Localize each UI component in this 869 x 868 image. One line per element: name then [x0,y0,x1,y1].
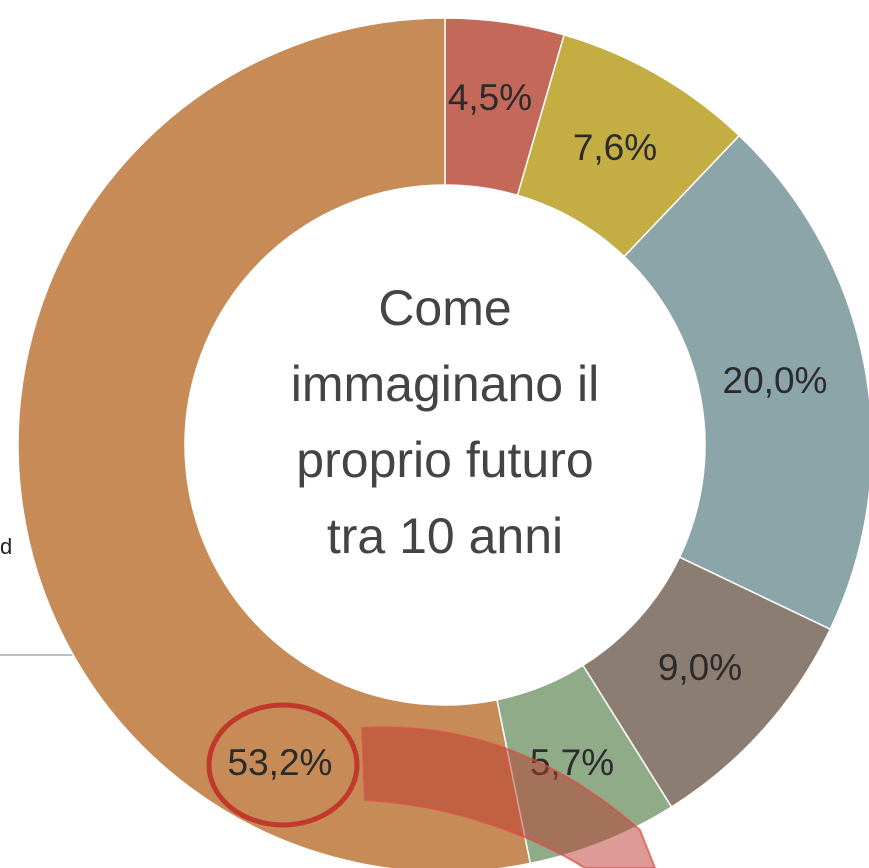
center-title-line: proprio futuro [296,432,593,488]
center-title-line: Come [378,280,511,336]
annotation: d [0,534,12,559]
donut [17,17,869,868]
center-title-line: tra 10 anni [327,508,563,564]
center-title-line: immaginano il [291,356,599,412]
data-label: 53,2% [228,742,333,783]
donut-segment [17,17,532,868]
donut-segment [623,134,869,631]
data-label: 7,6% [573,127,657,168]
data-label: 20,0% [723,360,828,401]
highlight-arrow [360,726,657,868]
center-title: Come immaginano il proprio futuro tra 10 an… [291,280,599,564]
data-label: 4,5% [448,77,532,118]
data-label: 9,0% [658,647,742,688]
highlight-circle [206,702,360,828]
labels: 4,5%7,6%20,0%9,0%5,7%53,2% [228,77,828,783]
